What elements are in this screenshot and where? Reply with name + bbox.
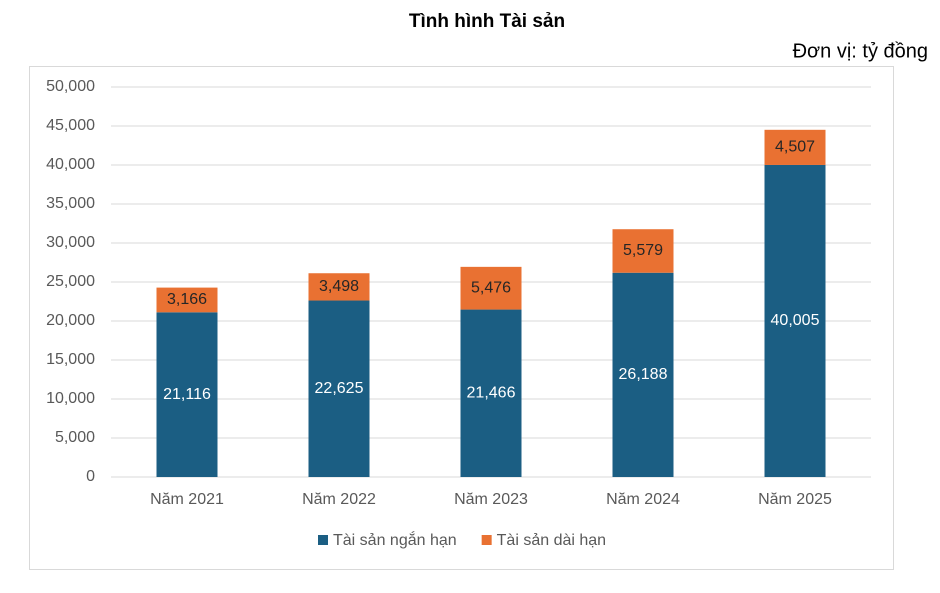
x-tick-label: Năm 2022 bbox=[302, 491, 376, 508]
bar-segment bbox=[460, 309, 522, 477]
bar-segment bbox=[764, 129, 826, 165]
data-label: 22,625 bbox=[315, 380, 364, 397]
y-tick-label: 5,000 bbox=[55, 429, 95, 446]
y-tick-label: 10,000 bbox=[46, 390, 95, 407]
bar-segment bbox=[764, 164, 826, 477]
chart-title: Tình hình Tài sản bbox=[409, 11, 565, 32]
y-tick-label: 0 bbox=[86, 468, 95, 485]
bar-segment bbox=[308, 300, 370, 477]
data-label: 21,116 bbox=[163, 386, 211, 403]
data-label: 5,476 bbox=[471, 279, 511, 296]
x-tick-label: Năm 2021 bbox=[150, 491, 224, 508]
data-label: 21,466 bbox=[467, 385, 516, 402]
y-tick-label: 20,000 bbox=[46, 312, 95, 329]
data-label: 3,498 bbox=[319, 278, 359, 295]
data-label: 26,188 bbox=[619, 366, 668, 383]
legend-label: Tài sản dài hạn bbox=[497, 532, 606, 549]
y-tick-label: 50,000 bbox=[46, 78, 95, 95]
y-tick-label: 25,000 bbox=[46, 273, 95, 290]
legend-label: Tài sản ngắn hạn bbox=[333, 530, 457, 549]
data-label: 4,507 bbox=[775, 139, 815, 156]
y-tick-label: 45,000 bbox=[46, 117, 95, 134]
unit-label: Đơn vị: tỷ đồng bbox=[793, 40, 928, 62]
x-tick-label: Năm 2024 bbox=[606, 491, 680, 508]
x-tick-label: Năm 2025 bbox=[758, 491, 832, 508]
x-tick-label: Năm 2023 bbox=[454, 491, 528, 508]
bar-segment bbox=[156, 287, 218, 313]
bar-segment bbox=[460, 266, 522, 310]
chart-frame bbox=[29, 66, 894, 570]
bar-segment bbox=[308, 273, 370, 301]
data-label: 40,005 bbox=[771, 312, 820, 329]
data-label: 3,166 bbox=[167, 291, 207, 308]
legend-swatch bbox=[481, 535, 492, 545]
bar-segment bbox=[156, 312, 218, 477]
y-tick-label: 30,000 bbox=[46, 234, 95, 251]
data-label: 5,579 bbox=[623, 242, 663, 259]
legend-swatch bbox=[318, 535, 328, 545]
y-tick-label: 35,000 bbox=[46, 195, 95, 212]
y-tick-label: 15,000 bbox=[46, 351, 95, 368]
y-tick-label: 40,000 bbox=[46, 156, 95, 173]
bar-segment bbox=[612, 272, 674, 477]
bar-segment bbox=[612, 229, 674, 273]
